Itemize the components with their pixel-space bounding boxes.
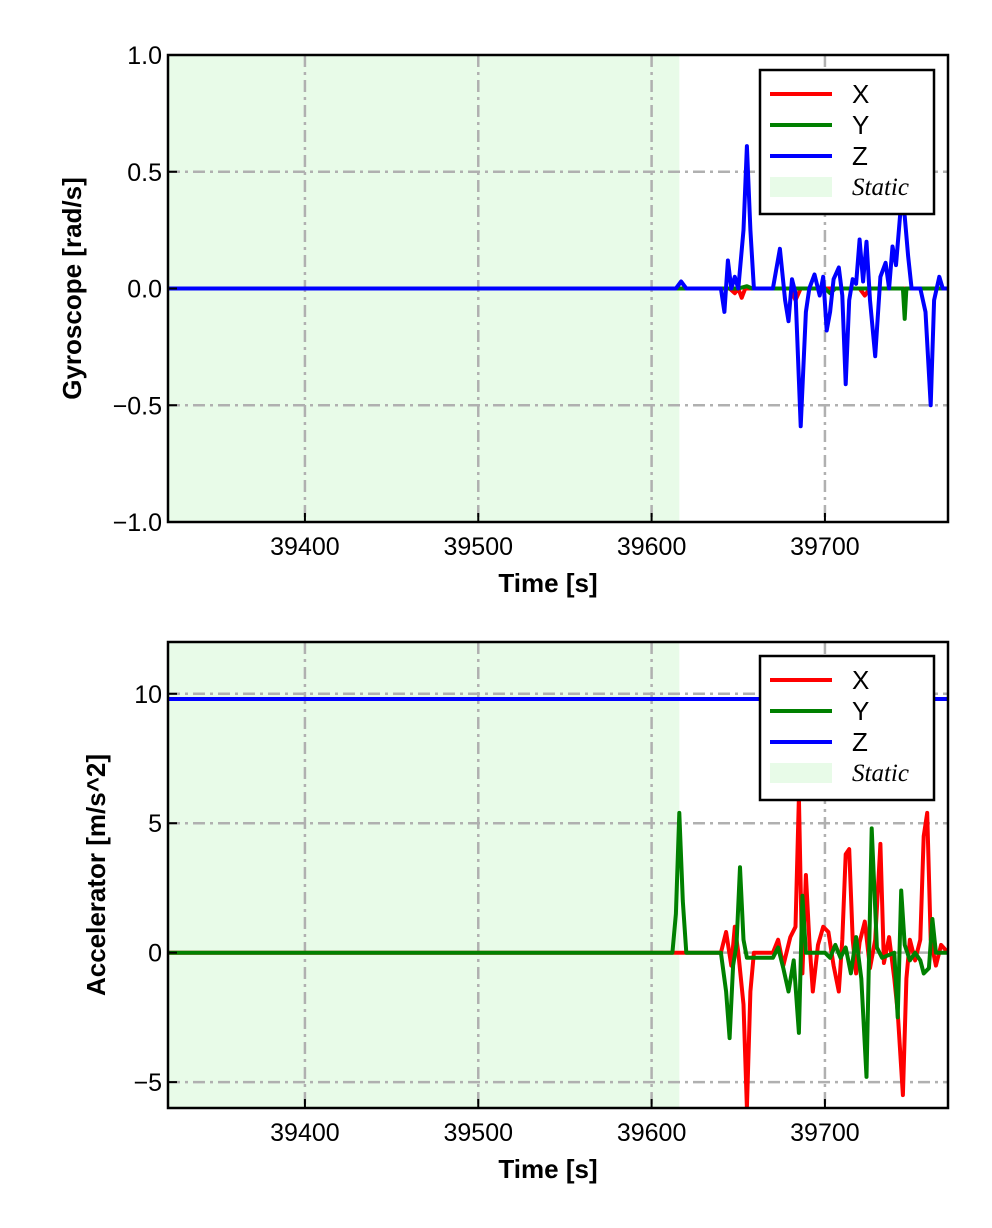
legend-label-static: Static (852, 174, 909, 201)
y-tick-label: −5 (133, 1069, 162, 1097)
x-tick-label: 39700 (790, 1119, 860, 1147)
y-axis-label: Accelerator [m/s^2] (81, 754, 111, 996)
subplot-1: 39400 39500 39600 39700 −1.0 −0.5 0.0 0.5 1.0 Tim… (57, 42, 950, 598)
legend-label-z: Z (852, 141, 868, 171)
x-tick-label: 39600 (617, 533, 687, 561)
y-tick-label: 0 (148, 940, 162, 968)
y-tick-label: 1.0 (127, 42, 162, 70)
legend-label-y: Y (852, 110, 869, 140)
x-tick-label: 39400 (270, 1119, 340, 1147)
x-tick-label: 39700 (790, 533, 860, 561)
legend-label-y: Y (852, 696, 869, 726)
y-tick-label: 0.0 (127, 276, 162, 304)
subplot-2: 39400 39500 39600 39700 −5 0 5 10 Time [s] Accele… (81, 640, 950, 1184)
x-tick-label: 39500 (444, 1119, 514, 1147)
legend-label-z: Z (852, 727, 868, 757)
x-axis-label: Time [s] (498, 568, 597, 598)
axes-frame (166, 640, 950, 1110)
series-line-y (168, 810, 948, 1079)
legend-label-x: X (852, 79, 869, 109)
legend: XYZ Static (758, 654, 936, 802)
legend-swatch-static (770, 177, 832, 197)
legend-swatch-static (770, 763, 832, 783)
y-axis-label: Gyroscope [rad/s] (57, 177, 87, 400)
x-tick-label: 39600 (617, 1119, 687, 1147)
x-axis-label: Time [s] (498, 1154, 597, 1184)
legend: XYZ Static (758, 68, 936, 216)
legend-label-x: X (852, 665, 869, 695)
y-tick-label: −0.5 (113, 392, 162, 420)
series-line-y (168, 284, 948, 321)
y-tick-label: 10 (134, 681, 162, 709)
static-region (168, 642, 680, 1108)
x-tick-label: 39500 (444, 533, 514, 561)
y-tick-label: 0.5 (127, 159, 162, 187)
x-tick-label: 39400 (270, 533, 340, 561)
legend-label-static: Static (852, 760, 909, 787)
y-tick-label: −1.0 (113, 509, 162, 537)
y-tick-label: 5 (148, 810, 162, 838)
